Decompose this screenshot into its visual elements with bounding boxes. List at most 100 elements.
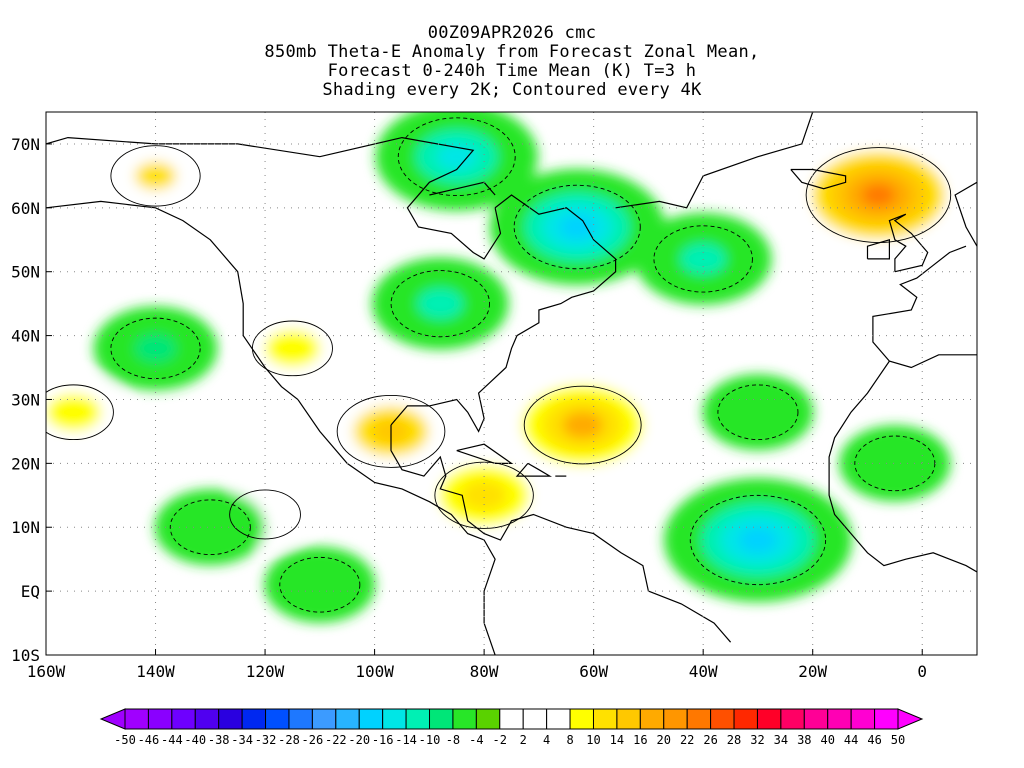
coastline bbox=[888, 213, 929, 273]
lat-tick-label: 10N bbox=[11, 518, 40, 537]
title-shading: Shading every 2K; Contoured every 4K bbox=[322, 80, 702, 100]
colorbar-swatch bbox=[335, 708, 360, 730]
colorbar-swatch bbox=[827, 708, 852, 730]
lon-tick-label: 80W bbox=[470, 662, 499, 681]
anomaly-warm-blob bbox=[461, 479, 507, 511]
lat-tick-label: EQ bbox=[21, 582, 40, 601]
anomaly-cold-contour bbox=[854, 435, 936, 492]
title-run-info: 00Z09APR2026 cmc bbox=[427, 23, 597, 43]
colorbar-label: 32 bbox=[750, 733, 764, 747]
colorbar-swatch bbox=[874, 708, 899, 730]
colorbar-label: 28 bbox=[727, 733, 741, 747]
colorbar-swatch bbox=[522, 708, 548, 730]
colorbar-label: -16 bbox=[372, 733, 394, 747]
coastline bbox=[515, 462, 553, 477]
coastline bbox=[790, 168, 847, 190]
coastline bbox=[429, 181, 496, 196]
colorbar-swatch bbox=[171, 708, 196, 730]
anomaly-cold-blob bbox=[417, 288, 464, 319]
colorbar-label: 38 bbox=[797, 733, 811, 747]
lat-tick-label: 40N bbox=[11, 327, 40, 346]
colorbar-label: 14 bbox=[610, 733, 624, 747]
anomaly-warm-blob bbox=[562, 411, 603, 439]
coastline-layer bbox=[46, 112, 977, 655]
anomaly-cold-blob bbox=[730, 393, 786, 432]
longitude-axis: 160W 140W 120W 100W 80W 60W 40W 20W 0 bbox=[27, 649, 927, 681]
lat-tick-label: 10S bbox=[11, 646, 40, 665]
anomaly-cold-blob bbox=[680, 243, 726, 275]
colorbar-swatch bbox=[382, 708, 407, 730]
lon-tick-label: 140W bbox=[136, 662, 175, 681]
colorbar-swatch bbox=[803, 708, 829, 730]
colorbar-right-arrow bbox=[897, 708, 924, 730]
colorbar-label: 22 bbox=[680, 733, 694, 747]
anomaly-cold-blob bbox=[134, 334, 177, 363]
colorbar-swatch bbox=[265, 708, 290, 730]
anomaly-cold-contour bbox=[397, 117, 516, 197]
title-forecast: Forecast 0-240h Time Mean (K) T=3 h bbox=[327, 61, 697, 81]
colorbar-swatch bbox=[850, 708, 876, 730]
anomaly-warm-blob bbox=[264, 329, 321, 368]
colorbar-label: -44 bbox=[161, 733, 183, 747]
colorbar-label: 8 bbox=[566, 733, 573, 747]
anomaly-cold-blob bbox=[436, 143, 478, 171]
colorbar-swatch bbox=[288, 708, 313, 730]
colorbar-label: -14 bbox=[395, 733, 417, 747]
anomaly-cold-contour bbox=[390, 270, 491, 338]
coastline bbox=[872, 245, 977, 369]
anomaly-cold-contour bbox=[689, 494, 827, 586]
colorbar-swatch bbox=[194, 708, 220, 730]
lat-tick-label: 50N bbox=[11, 263, 40, 282]
colorbar-label: 46 bbox=[867, 733, 881, 747]
lon-tick-label: 120W bbox=[246, 662, 285, 681]
colorbar-swatch bbox=[475, 708, 501, 730]
colorbar-label: 16 bbox=[633, 733, 647, 747]
anomaly-warm-contour bbox=[46, 384, 114, 441]
coastline bbox=[390, 425, 732, 643]
anomaly-cold-blob bbox=[292, 565, 348, 604]
colorbar-swatch bbox=[616, 708, 641, 730]
colorbar-swatch bbox=[429, 708, 454, 730]
anomaly-warm-contour bbox=[336, 394, 446, 468]
anomaly-cold-blob bbox=[867, 444, 923, 483]
colorbar-label: -38 bbox=[208, 733, 230, 747]
colorbar-swatch bbox=[311, 708, 337, 730]
colorbar-label: -22 bbox=[325, 733, 347, 747]
anomaly-cold-contour bbox=[279, 556, 361, 613]
coastline bbox=[46, 200, 496, 655]
colorbar-label: 2 bbox=[520, 733, 527, 747]
anomaly-cold-contour bbox=[653, 225, 753, 293]
colorbar-swatch bbox=[639, 708, 665, 730]
anomaly-cold-contour bbox=[169, 499, 251, 556]
title-block: 00Z09APR2026 cmc 850mb Theta-E Anomaly f… bbox=[0, 24, 1024, 100]
map-frame bbox=[45, 111, 978, 656]
colorbar-label: 34 bbox=[774, 733, 788, 747]
anomaly-warm-contour bbox=[229, 489, 301, 540]
title-field: 850mb Theta-E Anomaly from Forecast Zona… bbox=[264, 42, 760, 62]
anomaly-warm-contour bbox=[110, 145, 201, 207]
colorbar-label: -20 bbox=[348, 733, 370, 747]
colorbar-label: 10 bbox=[586, 733, 600, 747]
coastline bbox=[866, 238, 890, 260]
colorbar-label: 26 bbox=[703, 733, 717, 747]
colorbar-swatch bbox=[592, 708, 618, 730]
colorbar-swatch bbox=[733, 708, 758, 730]
lon-tick-label: 160W bbox=[27, 662, 66, 681]
colorbar-label: -2 bbox=[493, 733, 507, 747]
anomaly-cold-blob bbox=[182, 508, 239, 547]
colorbar-swatch bbox=[663, 708, 688, 730]
colorbar-left-arrow bbox=[99, 708, 126, 730]
colorbar-label: 4 bbox=[543, 733, 550, 747]
colorbar-swatch bbox=[124, 708, 149, 730]
colorbar-label: -28 bbox=[278, 733, 300, 747]
lon-tick-label: 20W bbox=[798, 662, 827, 681]
colorbar-label: -10 bbox=[419, 733, 441, 747]
colorbar-label: -46 bbox=[138, 733, 160, 747]
colorbar-swatch bbox=[499, 708, 524, 730]
colorbar-label: 50 bbox=[891, 733, 905, 747]
lon-tick-label: 100W bbox=[355, 662, 394, 681]
colorbar-label: 44 bbox=[844, 733, 858, 747]
colorbar-swatch bbox=[358, 708, 384, 730]
colorbar: -50 -46 -44 -40 -38 -34 -32 -28 -26 -22 -20 -16 -14-… bbox=[99, 708, 924, 747]
colorbar-label: -34 bbox=[231, 733, 253, 747]
